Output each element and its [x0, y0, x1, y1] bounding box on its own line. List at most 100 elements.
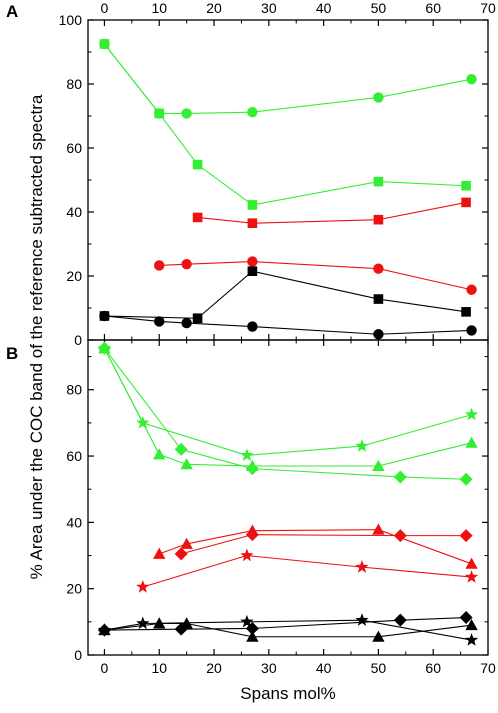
series-6-point-4: [464, 633, 479, 646]
series-0-point-4: [373, 92, 384, 103]
series-1-point-4: [372, 459, 385, 471]
series-line-7: [104, 622, 472, 638]
top-x-tick-label: 70: [480, 0, 496, 16]
top-x-tick-label: 40: [316, 0, 332, 16]
series-4-point-3: [459, 529, 473, 543]
series-line-0: [103, 348, 472, 456]
x-tick-label: 30: [261, 660, 277, 676]
x-tick-label: 0: [101, 660, 109, 676]
series-2-point-0: [97, 341, 111, 355]
series-5-point-4: [373, 329, 384, 340]
series-1-point-2: [192, 159, 203, 170]
series-4-point-2: [247, 266, 258, 276]
y-tick-label: 40: [66, 514, 82, 530]
x-tick-label: 40: [316, 660, 332, 676]
top-axis: 0 10 20 30 40 50 60 70: [101, 0, 496, 16]
panel-frame: [87, 339, 489, 656]
series-line-4: [181, 534, 467, 555]
series-3-point-2: [247, 256, 258, 267]
series-3-point-1: [181, 258, 192, 270]
series-line-1: [104, 43, 467, 206]
series-0-point-3: [247, 106, 258, 118]
series-3-point-0: [154, 260, 165, 271]
series-5-point-2: [355, 560, 369, 573]
y-tick-label: 20: [66, 581, 82, 597]
top-x-tick-label: 10: [151, 0, 167, 16]
series-5-point-1: [240, 548, 254, 562]
series-0-point-5: [466, 74, 477, 85]
y-tick-label: 0: [74, 647, 82, 663]
y-tick-label: 60: [66, 448, 82, 464]
series-2-point-3: [393, 470, 407, 484]
series-1-point-5: [461, 180, 471, 191]
series-1-point-2: [180, 458, 193, 470]
series-5-point-0: [136, 580, 150, 593]
panel-frame: [87, 19, 489, 341]
series-0-point-2: [240, 448, 254, 462]
y-axis-title: % Area under the COC band of the referen…: [27, 94, 46, 579]
series-3-point-3: [373, 263, 384, 274]
y-tick-label: 20: [66, 268, 82, 284]
series-1-point-3: [247, 200, 258, 210]
series-8-point-4: [459, 611, 473, 625]
series-2-point-3: [461, 197, 471, 208]
series-0-point-3: [355, 439, 369, 452]
series-2-point-1: [247, 218, 258, 228]
x-tick-label: 70: [480, 660, 496, 676]
series-line-0: [104, 43, 472, 114]
series-6-point-2: [240, 614, 254, 628]
panel-label-b: B: [6, 344, 18, 363]
series-8-point-3: [393, 613, 407, 627]
top-x-tick-label: 20: [206, 0, 222, 16]
series-4-point-4: [461, 307, 471, 317]
series-3-point-4: [466, 284, 477, 295]
series-line-2: [197, 201, 467, 224]
series-4-point-2: [393, 529, 407, 543]
series-5-point-1: [154, 316, 165, 327]
series-5-point-3: [247, 321, 258, 332]
y-tick-label: 80: [66, 76, 82, 92]
series-0-point-2: [181, 108, 192, 119]
y-tick-label: 60: [66, 140, 82, 156]
series-1-point-1: [153, 448, 166, 460]
x-tick-label: 60: [425, 660, 441, 676]
series-4-point-0: [174, 547, 188, 561]
series-6-point-3: [355, 613, 369, 626]
top-x-tick-label: 30: [261, 0, 277, 16]
panel-label-a: A: [6, 2, 18, 21]
y-tick-label: 80: [66, 382, 82, 398]
x-tick-label: 50: [371, 660, 387, 676]
series-1-point-4: [373, 176, 384, 187]
series-2-point-2: [373, 214, 384, 225]
series-6-point-1: [136, 616, 150, 630]
series-line-5: [104, 315, 472, 335]
top-x-tick-label: 0: [101, 0, 109, 16]
series-5-point-0: [99, 310, 110, 322]
series-5-point-3: [464, 570, 479, 583]
series-4-point-1: [192, 313, 203, 324]
series-line-4: [104, 270, 467, 319]
y-tick-label: 0: [74, 332, 82, 348]
series-3-point-1: [180, 537, 193, 549]
series-2-point-0: [192, 212, 203, 223]
series-line-5: [142, 554, 472, 588]
series-1-point-1: [154, 108, 165, 119]
series-line-2: [104, 347, 467, 480]
x-tick-label: 10: [151, 660, 167, 676]
series-1-point-5: [465, 436, 478, 448]
series-2-point-2: [245, 462, 259, 476]
series-8-point-0: [97, 623, 111, 637]
series-7-point-3: [246, 630, 259, 642]
series-3-point-4: [465, 557, 478, 569]
series-3-point-0: [153, 547, 166, 559]
series-7-point-5: [465, 618, 478, 631]
y-tick-label: 40: [66, 204, 82, 220]
series-3-point-3: [372, 523, 385, 535]
series-8-point-1: [174, 622, 188, 636]
series-1-point-0: [99, 39, 110, 49]
panel-b: 0 20 40 60 80 0 10 20 30 40 50 60 70: [66, 339, 496, 676]
panel-a: 0 20 40 60 80 100: [59, 12, 489, 348]
y-tick-label: 100: [59, 12, 83, 28]
series-4-point-1: [245, 528, 259, 542]
